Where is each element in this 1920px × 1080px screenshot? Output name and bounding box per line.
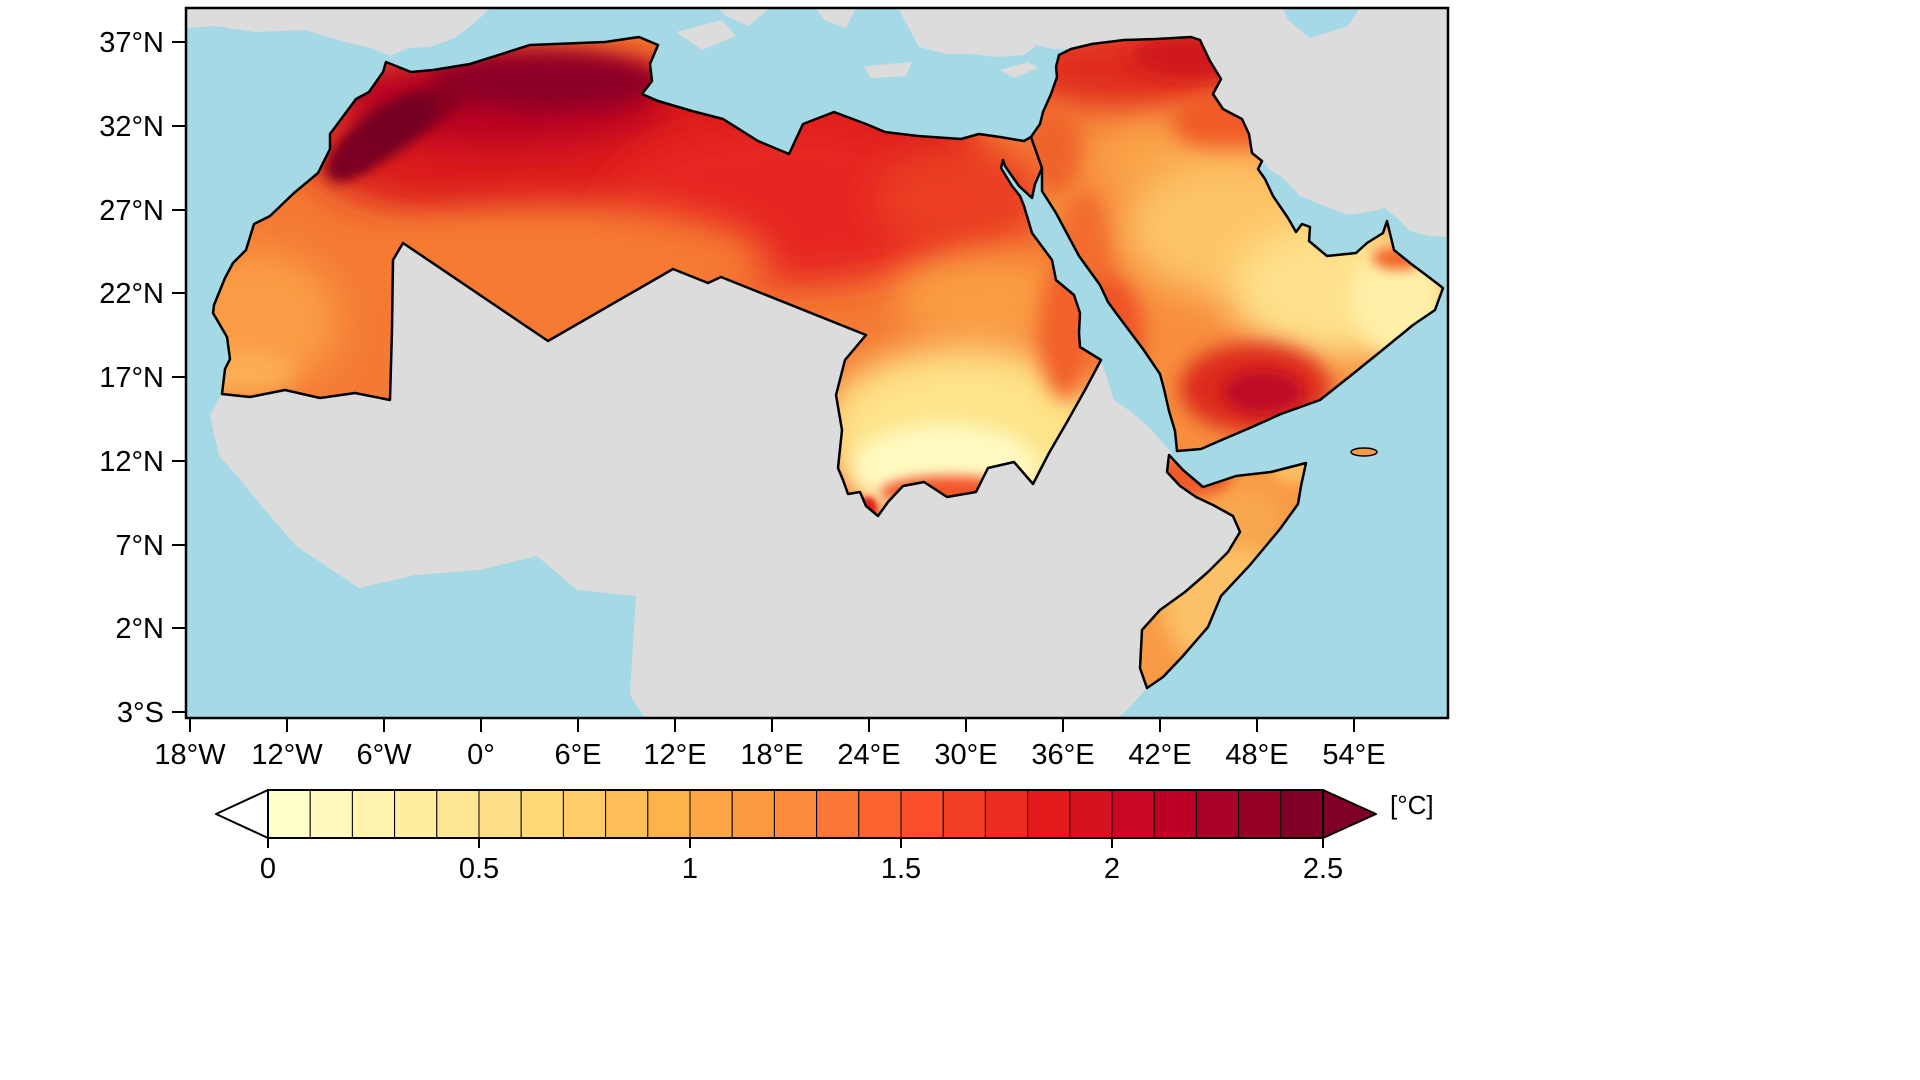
x-tick-label: 12°E: [643, 739, 706, 771]
colorbar-cell: [394, 789, 438, 839]
y-tick-label: 17°N: [99, 362, 164, 394]
x-tick-label: 54°E: [1322, 739, 1385, 771]
colorbar: 0 0.5 1 1.5 2 2.5 [°C]: [215, 789, 1434, 885]
x-axis: 18°W 12°W 6°W 0° 6°E 12°E 18°E 24°E 30°E 36°E 42°E…: [154, 718, 1386, 771]
colorbar-cell: [309, 789, 353, 839]
x-tick-label: 42°E: [1128, 739, 1191, 771]
land-sicily-masked: [676, 20, 736, 50]
colorbar-unit-label: [°C]: [1390, 790, 1434, 820]
map-panel: 37°N 32°N 27°N 22°N 17°N 12°N 7°N 2°N 3°S 18°W 12…: [99, 6, 1450, 771]
land-italy-toe-masked: [718, 8, 770, 26]
y-axis: 37°N 32°N 27°N 22°N 17°N 12°N 7°N 2°N 3°S: [99, 27, 186, 729]
mena-outline-arabia: [1029, 35, 1445, 453]
y-tick-label: 37°N: [99, 27, 164, 59]
mena-outline-somalia: [1138, 453, 1308, 690]
colorbar-cell: [773, 789, 818, 839]
y-tick-label: 3°S: [117, 697, 164, 729]
caspian-sea: [1283, 8, 1360, 38]
colorbar-tick-label: 1: [682, 853, 698, 885]
colorbar-cell: [605, 789, 649, 839]
heat-blob: [213, 250, 340, 390]
x-tick-label: 24°E: [837, 739, 900, 771]
colorbar-cell: [1280, 789, 1324, 839]
x-tick-label: 18°W: [154, 739, 226, 771]
x-tick-label: 36°E: [1031, 739, 1094, 771]
x-tick-label: 18°E: [740, 739, 803, 771]
colorbar-cell: [942, 789, 986, 839]
colorbar-tick-labels: 0 0.5 1 1.5 2 2.5: [260, 838, 1343, 885]
y-tick-label: 27°N: [99, 195, 164, 227]
colorbar-cell: [1027, 789, 1071, 839]
heat-blob: [325, 138, 379, 182]
colorbar-cell: [436, 789, 480, 839]
land-crete-masked: [864, 62, 912, 78]
colorbar-outline: [267, 789, 1324, 839]
mena-outline-north-africa: [211, 35, 1103, 518]
land-cyprus-masked: [1000, 62, 1038, 78]
colorbar-cell: [1153, 789, 1197, 839]
colorbar-cell: [900, 789, 944, 839]
colorbar-tick-label: 0: [260, 853, 276, 885]
y-tick-label: 32°N: [99, 111, 164, 143]
colorbar-cell: [562, 789, 607, 839]
x-tick-label: 0°: [467, 739, 495, 771]
colorbar-cell: [1238, 789, 1282, 839]
colorbar-cells: [267, 789, 1324, 839]
colorbar-cell: [984, 789, 1029, 839]
colorbar-cell: [647, 789, 691, 839]
colorbar-cell: [1111, 789, 1155, 839]
socotra-island: [1350, 447, 1378, 457]
colorbar-cell: [1069, 789, 1113, 839]
heat-blob: [430, 54, 660, 110]
x-tick-label: 6°W: [356, 739, 412, 771]
heat-blob: [213, 350, 295, 394]
colorbar-cell: [520, 789, 564, 839]
colorbar-tick-label: 0.5: [459, 853, 499, 885]
x-tick-label: 12°W: [251, 739, 323, 771]
colorbar-cell: [689, 789, 733, 839]
colorbar-cell: [267, 789, 311, 839]
land-iberia-masked: [186, 8, 490, 56]
y-tick-label: 22°N: [99, 278, 164, 310]
x-tick-label: 48°E: [1225, 739, 1288, 771]
colorbar-cell: [858, 789, 902, 839]
map-frame: [184, 6, 1450, 720]
land-turkey-iran-masked: [898, 8, 1448, 237]
colorbar-cell: [351, 789, 396, 839]
colorbar-cell: [816, 789, 860, 839]
colorbar-tick-label: 2.5: [1303, 853, 1343, 885]
colorbar-cell: [1195, 789, 1240, 839]
colorbar-tick-label: 1.5: [881, 853, 921, 885]
y-tick-label: 2°N: [115, 613, 164, 645]
colorbar-tick-label: 2: [1104, 853, 1120, 885]
colorbar-cell: [478, 789, 522, 839]
colorbar-cell: [731, 789, 775, 839]
x-tick-label: 6°E: [554, 739, 601, 771]
heat-blob: [895, 255, 1085, 345]
heat-blob: [875, 145, 1045, 255]
heat-blob: [1223, 370, 1303, 414]
y-tick-label: 12°N: [99, 446, 164, 478]
land-greece-masked: [816, 8, 856, 28]
y-tick-label: 7°N: [115, 530, 164, 562]
x-tick-label: 30°E: [934, 739, 997, 771]
